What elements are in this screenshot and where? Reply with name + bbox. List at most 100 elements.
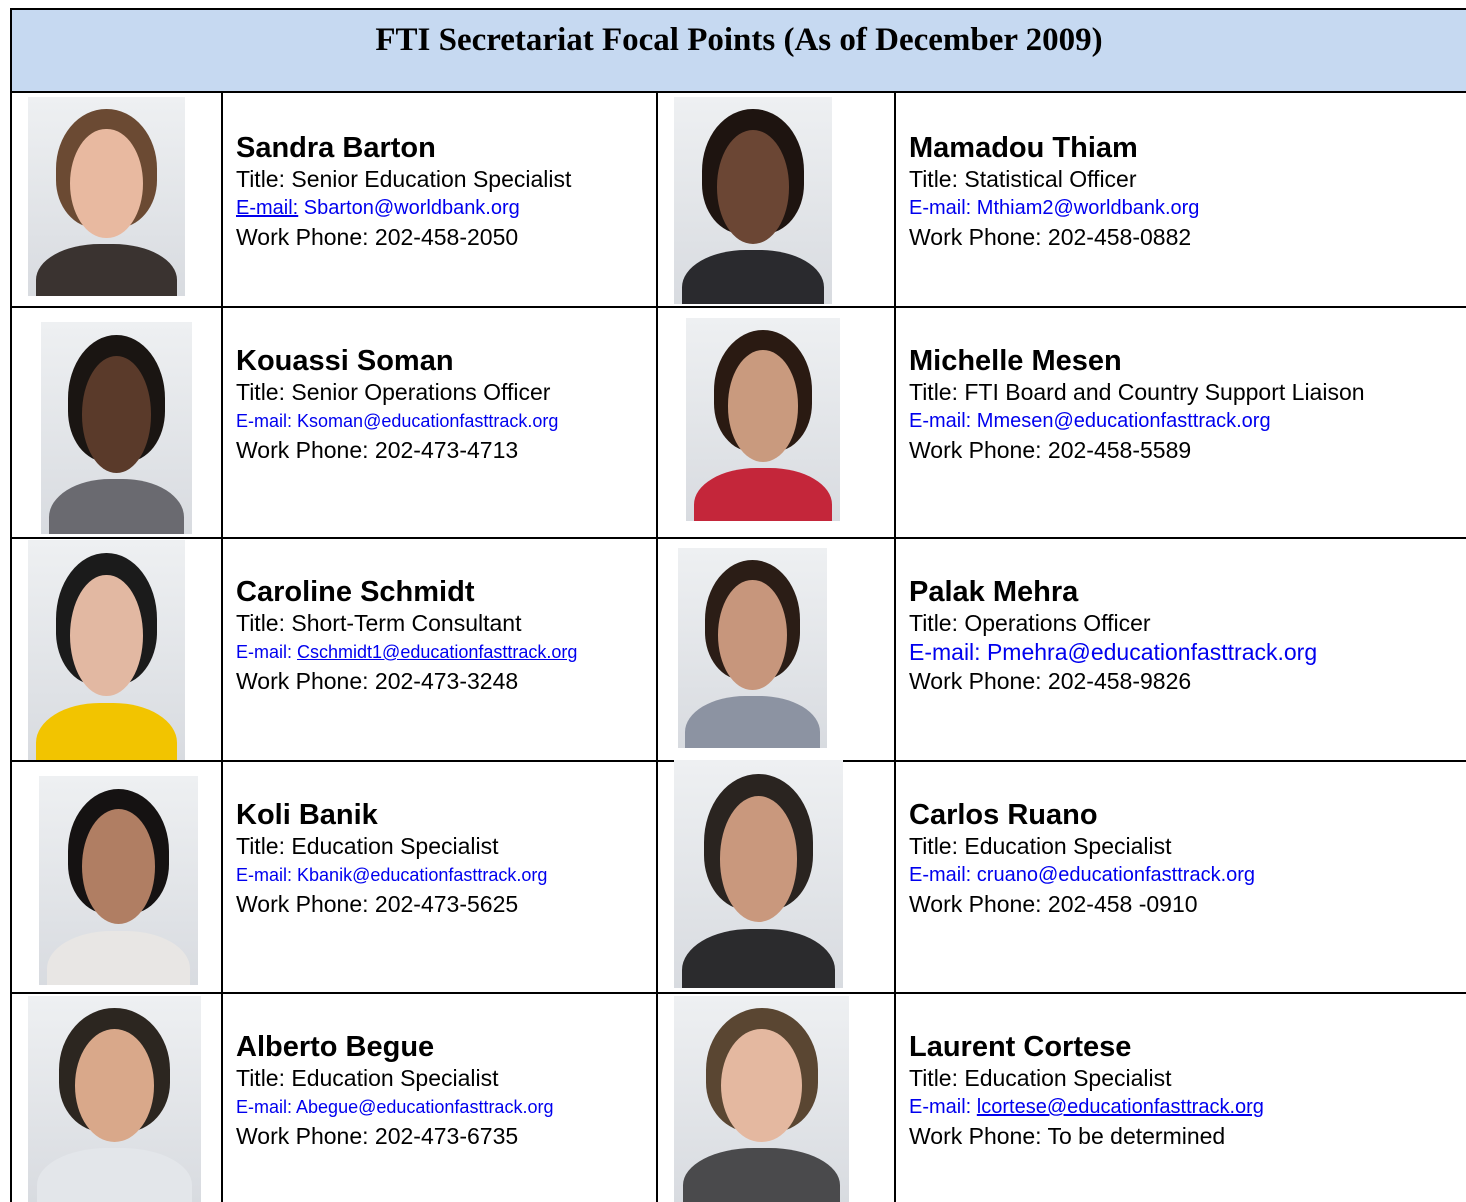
photo-face bbox=[74, 1028, 155, 1143]
email-address[interactable]: Mmesen@educationfasttrack.org bbox=[976, 410, 1271, 432]
person-title: Title: Operations Officer bbox=[909, 610, 1151, 636]
person-info: Michelle Mesen Title: FTI Board and Count… bbox=[909, 344, 1365, 465]
photo-body bbox=[48, 478, 185, 534]
person-title: Title: Senior Operations Officer bbox=[236, 379, 551, 405]
person-phone: Work Phone: 202-473-3248 bbox=[236, 668, 519, 694]
photo-face bbox=[70, 575, 143, 697]
photo-body bbox=[35, 244, 178, 296]
photo-face bbox=[721, 1028, 802, 1143]
photo-face bbox=[718, 580, 787, 690]
photo bbox=[674, 760, 843, 988]
photo-body bbox=[35, 702, 178, 760]
header-title: FTI Secretariat Focal Points (As of Dece… bbox=[375, 22, 1103, 58]
email-label: E-mail: bbox=[909, 864, 972, 886]
person-phone: Work Phone: 202-458-2050 bbox=[236, 224, 519, 250]
email-address[interactable]: Cschmidt1@educationfasttrack.org bbox=[297, 642, 578, 662]
person-info: Caroline Schmidt Title: Short-Term Consul… bbox=[236, 575, 577, 696]
person-email: E-mail: Abegue@educationfasttrack.org bbox=[236, 1093, 553, 1122]
email-address[interactable]: Abegue@educationfasttrack.org bbox=[296, 1097, 554, 1117]
email-address[interactable]: Sbarton@worldbank.org bbox=[303, 197, 520, 219]
person-info: Koli Banik Title: Education Specialist E-m… bbox=[236, 798, 547, 919]
email-label: E-mail: bbox=[909, 639, 981, 665]
photo bbox=[28, 996, 201, 1202]
person-name: Sandra Barton bbox=[236, 132, 436, 164]
column-line bbox=[656, 93, 658, 1202]
person-title: Title: Education Specialist bbox=[236, 1065, 499, 1091]
photo-body bbox=[46, 930, 191, 985]
person-name: Palak Mehra bbox=[909, 576, 1079, 608]
person-email: E-mail: Sbarton@worldbank.org bbox=[236, 194, 571, 223]
email-label: E-mail: bbox=[236, 642, 293, 662]
column-line bbox=[894, 93, 896, 1202]
row-line bbox=[10, 306, 1466, 308]
person-phone: Work Phone: 202-458-0882 bbox=[909, 224, 1192, 250]
person-title: Title: Senior Education Specialist bbox=[236, 166, 572, 192]
email-address[interactable]: Pmehra@educationfasttrack.org bbox=[986, 639, 1318, 665]
email-label: E-mail: bbox=[236, 411, 293, 431]
person-info: Laurent Cortese Title: Education Speciali… bbox=[909, 1030, 1264, 1151]
photo-face bbox=[727, 350, 799, 463]
person-name: Kouassi Soman bbox=[236, 345, 454, 377]
person-phone: Work Phone: 202-473-5625 bbox=[236, 891, 519, 917]
email-label: E-mail: bbox=[236, 197, 299, 219]
person-info: Palak Mehra Title: Operations Officer E-ma… bbox=[909, 575, 1317, 696]
person-name: Alberto Begue bbox=[236, 1031, 435, 1063]
photo bbox=[28, 540, 185, 760]
person-name: Caroline Schmidt bbox=[236, 576, 475, 608]
email-address[interactable]: Kbanik@educationfasttrack.org bbox=[297, 865, 548, 885]
person-info: Kouassi Soman Title: Senior Operations Of… bbox=[236, 344, 558, 465]
email-address[interactable]: Ksoman@educationfasttrack.org bbox=[297, 411, 559, 431]
row-line bbox=[10, 537, 1466, 539]
person-phone: Work Phone: 202-473-6735 bbox=[236, 1123, 519, 1149]
email-label: E-mail: bbox=[236, 1097, 293, 1117]
photo bbox=[674, 97, 832, 304]
photo bbox=[39, 776, 198, 985]
person-email: E-mail: Kbanik@educationfasttrack.org bbox=[236, 861, 547, 890]
photo bbox=[678, 548, 827, 748]
email-address[interactable]: lcortese@educationfasttrack.org bbox=[976, 1096, 1264, 1118]
email-label: E-mail: bbox=[236, 865, 293, 885]
person-info: Mamadou Thiam Title: Statistical Officer E… bbox=[909, 131, 1199, 252]
header: FTI Secretariat Focal Points (As of Dece… bbox=[10, 8, 1466, 93]
photo-face bbox=[81, 809, 156, 925]
photo bbox=[28, 97, 185, 296]
photo-body bbox=[681, 250, 825, 304]
photo-face bbox=[716, 130, 790, 244]
person-name: Koli Banik bbox=[236, 799, 378, 831]
border-left bbox=[10, 8, 12, 1202]
person-email: E-mail: cruano@educationfasttrack.org bbox=[909, 861, 1255, 890]
person-title: Title: Education Specialist bbox=[909, 833, 1172, 859]
person-email: E-mail: Mthiam2@worldbank.org bbox=[909, 194, 1199, 223]
person-title: Title: Statistical Officer bbox=[909, 166, 1137, 192]
photo-body bbox=[36, 1148, 193, 1202]
photo-body bbox=[682, 928, 835, 988]
person-phone: Work Phone: 202-458-5589 bbox=[909, 437, 1192, 463]
person-info: Carlos Ruano Title: Education Specialist E… bbox=[909, 798, 1255, 919]
person-phone: Work Phone: To be determined bbox=[909, 1123, 1226, 1149]
email-label: E-mail: bbox=[909, 197, 972, 219]
person-phone: Work Phone: 202-473-4713 bbox=[236, 437, 519, 463]
person-title: Title: Education Specialist bbox=[909, 1065, 1172, 1091]
email-address[interactable]: Mthiam2@worldbank.org bbox=[976, 197, 1200, 219]
person-phone: Work Phone: 202-458 -0910 bbox=[909, 891, 1198, 917]
person-phone: Work Phone: 202-458-9826 bbox=[909, 668, 1192, 694]
person-email: E-mail: Cschmidt1@educationfasttrack.org bbox=[236, 638, 577, 667]
person-name: Laurent Cortese bbox=[909, 1031, 1132, 1063]
person-info: Alberto Begue Title: Education Specialist… bbox=[236, 1030, 553, 1151]
person-title: Title: Short-Term Consultant bbox=[236, 610, 522, 636]
email-label: E-mail: bbox=[909, 410, 972, 432]
photo-body bbox=[685, 696, 820, 748]
photo bbox=[674, 996, 849, 1202]
email-label: E-mail: bbox=[909, 1096, 972, 1118]
email-address[interactable]: cruano@educationfasttrack.org bbox=[976, 864, 1256, 886]
person-email: E-mail: Mmesen@educationfasttrack.org bbox=[909, 407, 1365, 436]
photo-face bbox=[719, 796, 798, 922]
photo bbox=[41, 322, 192, 534]
person-info: Sandra Barton Title: Senior Education Spe… bbox=[236, 131, 571, 252]
photo bbox=[686, 318, 840, 521]
photo-body bbox=[693, 468, 833, 521]
person-email: E-mail: Ksoman@educationfasttrack.org bbox=[236, 407, 558, 436]
photo-face bbox=[70, 128, 143, 239]
row-line bbox=[10, 992, 1466, 994]
